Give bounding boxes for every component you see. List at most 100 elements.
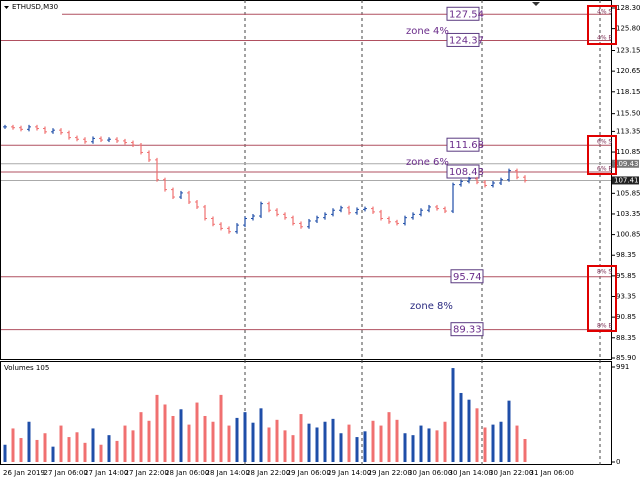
zone-mark: 6% S <box>597 139 612 146</box>
volume-bar <box>451 368 455 462</box>
volume-bar <box>227 425 231 462</box>
volume-bar <box>387 412 391 462</box>
zone-marker-box <box>587 5 617 45</box>
volume-bar <box>75 432 79 462</box>
y-tick-label: 110.85 <box>616 148 640 156</box>
volume-bar <box>235 417 239 462</box>
y-tick-label: 100.85 <box>616 231 640 239</box>
volume-bar <box>403 433 407 462</box>
zone-label: zone 6% <box>406 157 449 168</box>
volume-bar <box>131 430 135 462</box>
price-frame <box>0 0 612 360</box>
y-tick-label: 128.30 <box>616 4 640 12</box>
level-box <box>446 137 480 152</box>
time-label: 27 Jan 22:00 <box>125 469 169 477</box>
volume-bar <box>243 412 247 462</box>
time-label: 30 Jan 22:00 <box>489 469 533 477</box>
volume-bar <box>147 420 151 462</box>
volume-bar <box>339 433 343 462</box>
volume-bar <box>379 425 383 462</box>
volume-bar <box>411 435 415 462</box>
y-tick-label: 95.85 <box>616 272 636 280</box>
volume-bar <box>123 425 127 462</box>
volume-bar <box>323 421 327 462</box>
volume-bar <box>83 442 87 462</box>
volume-bar <box>171 415 175 462</box>
shift-marker <box>532 2 540 6</box>
y-tick-label: 123.15 <box>616 47 640 55</box>
volume-bar <box>371 420 375 462</box>
y-tick-label: 93.35 <box>616 293 636 301</box>
volume-bar <box>187 424 191 462</box>
volume-bar <box>179 409 183 462</box>
price-tag-label: 107.41 <box>614 176 639 184</box>
price-tag-label: 109.43 <box>614 160 639 168</box>
y-tick-label: 88.35 <box>616 334 636 342</box>
volume-bar <box>475 408 479 462</box>
volume-bar <box>427 428 431 462</box>
zone-label: zone 8% <box>410 301 453 312</box>
y-tick-label: 118.15 <box>616 88 640 96</box>
volume-bar <box>283 430 287 462</box>
volume-frame <box>0 361 612 465</box>
volume-bar <box>491 424 495 462</box>
volume-bar <box>499 421 503 462</box>
level-box <box>446 6 480 21</box>
y-tick-label: 85.90 <box>616 354 636 362</box>
y-tick-label: 115.50 <box>616 110 640 118</box>
time-label: 28 Jan 22:00 <box>246 469 290 477</box>
y-tick-label: 125.80 <box>616 25 640 33</box>
level-box <box>446 32 480 47</box>
symbol-label: ETHUSD,M30 <box>12 3 58 11</box>
zone-mark: 8% S <box>597 269 612 276</box>
level-box <box>446 164 480 179</box>
volume-bar <box>395 419 399 462</box>
volume-bar <box>99 444 103 462</box>
y-tick-label: 90.85 <box>616 313 636 321</box>
volume-bar <box>35 439 39 462</box>
y-tick-label: 113.35 <box>616 127 640 135</box>
time-label: 31 Jan 06:00 <box>530 469 574 477</box>
volume-bar <box>363 431 367 462</box>
volume-bar <box>347 424 351 462</box>
time-label: 29 Jan 22:00 <box>368 469 412 477</box>
volume-bar <box>355 437 359 462</box>
volume-bar <box>155 394 159 462</box>
volume-tick-label: 991 <box>616 363 629 371</box>
volume-bar <box>211 421 215 462</box>
time-label: 28 Jan 14:00 <box>206 469 250 477</box>
volume-bar <box>115 440 119 462</box>
level-label: 124.37 <box>449 35 484 46</box>
volume-bar <box>251 422 255 462</box>
time-label: 26 Jan 2019 <box>3 469 45 477</box>
volume-title: Volumes 105 <box>4 364 49 372</box>
zone-mark: 8% E <box>597 323 612 330</box>
zone-marker-box <box>587 265 617 332</box>
level-label: 111.68 <box>449 140 484 151</box>
level-label: 89.33 <box>453 325 482 336</box>
volume-bar <box>203 415 207 462</box>
volume-bar <box>107 435 111 462</box>
volume-bar <box>459 392 463 462</box>
time-label: 29 Jan 14:00 <box>327 469 371 477</box>
volume-bar <box>467 399 471 462</box>
volume-bar <box>219 394 223 462</box>
volume-bar <box>43 433 47 462</box>
volume-bar <box>139 412 143 462</box>
level-label: 95.74 <box>453 272 482 283</box>
volume-bar <box>435 430 439 462</box>
volume-bar <box>19 438 23 462</box>
price-tag <box>612 159 639 168</box>
zone-marker-box <box>587 135 617 175</box>
time-label: 28 Jan 06:00 <box>165 469 209 477</box>
volume-bar <box>91 428 95 462</box>
volume-tick-label: 0 <box>616 458 620 466</box>
menu-arrow[interactable] <box>4 6 9 9</box>
time-label: 30 Jan 14:00 <box>449 469 493 477</box>
volume-bar <box>67 437 71 462</box>
volume-bar <box>51 446 55 462</box>
volume-bar <box>443 421 447 462</box>
volume-bar <box>299 414 303 462</box>
price-tag <box>612 176 639 185</box>
